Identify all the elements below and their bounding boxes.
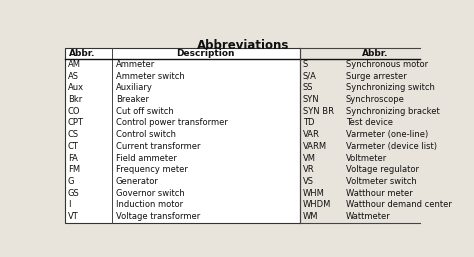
Text: Control power transformer: Control power transformer — [116, 118, 228, 127]
Text: Abbreviations: Abbreviations — [197, 39, 289, 52]
Text: Test device: Test device — [346, 118, 393, 127]
Text: Wattmeter: Wattmeter — [346, 212, 391, 221]
Text: VT: VT — [68, 212, 79, 221]
Text: Surge arrester: Surge arrester — [346, 72, 407, 81]
Text: Field ammeter: Field ammeter — [116, 154, 177, 163]
Text: Watthour demand center: Watthour demand center — [346, 200, 452, 209]
Text: SYN: SYN — [302, 95, 319, 104]
Text: CO: CO — [68, 107, 80, 116]
Text: Frequency meter: Frequency meter — [116, 165, 188, 174]
Text: Synchronous motor: Synchronous motor — [346, 60, 428, 69]
Text: WM: WM — [302, 212, 318, 221]
Text: G: G — [68, 177, 74, 186]
Text: GS: GS — [68, 189, 80, 198]
Text: Description: Description — [176, 49, 235, 58]
Text: Aux: Aux — [68, 83, 84, 92]
Text: Varmeter (device list): Varmeter (device list) — [346, 142, 437, 151]
Text: CS: CS — [68, 130, 79, 139]
Text: Voltmeter: Voltmeter — [346, 154, 387, 163]
Text: Induction motor: Induction motor — [116, 200, 183, 209]
Text: Synchroscope: Synchroscope — [346, 95, 405, 104]
Text: TD: TD — [302, 118, 314, 127]
Text: Current transformer: Current transformer — [116, 142, 201, 151]
Text: Ammeter switch: Ammeter switch — [116, 72, 184, 81]
Text: Control switch: Control switch — [116, 130, 176, 139]
Text: Ammeter: Ammeter — [116, 60, 155, 69]
Text: S/A: S/A — [302, 72, 317, 81]
Text: CT: CT — [68, 142, 79, 151]
Text: AM: AM — [68, 60, 81, 69]
Text: Abbr.: Abbr. — [69, 49, 95, 58]
Text: WHM: WHM — [302, 189, 325, 198]
Text: WHDM: WHDM — [302, 200, 331, 209]
Text: Auxiliary: Auxiliary — [116, 83, 153, 92]
Text: Varmeter (one-line): Varmeter (one-line) — [346, 130, 428, 139]
Text: SYN BR: SYN BR — [302, 107, 334, 116]
Text: SS: SS — [302, 83, 313, 92]
Text: VARM: VARM — [302, 142, 327, 151]
Text: VM: VM — [302, 154, 316, 163]
Text: I: I — [68, 200, 70, 209]
Text: Generator: Generator — [116, 177, 159, 186]
Text: Bkr: Bkr — [68, 95, 82, 104]
Text: VS: VS — [302, 177, 314, 186]
Text: Governor switch: Governor switch — [116, 189, 184, 198]
Text: Synchronizing switch: Synchronizing switch — [346, 83, 435, 92]
Text: Voltmeter switch: Voltmeter switch — [346, 177, 417, 186]
Text: VAR: VAR — [302, 130, 319, 139]
Text: Synchronizing bracket: Synchronizing bracket — [346, 107, 440, 116]
Text: Watthour meter: Watthour meter — [346, 189, 413, 198]
Text: CPT: CPT — [68, 118, 84, 127]
Text: Voltage regulator: Voltage regulator — [346, 165, 419, 174]
Text: Abbr.: Abbr. — [362, 49, 389, 58]
FancyBboxPatch shape — [65, 48, 300, 223]
Text: Voltage transformer: Voltage transformer — [116, 212, 200, 221]
Text: FA: FA — [68, 154, 78, 163]
Text: Breaker: Breaker — [116, 95, 149, 104]
Text: FM: FM — [68, 165, 80, 174]
Text: AS: AS — [68, 72, 79, 81]
Text: S: S — [302, 60, 308, 69]
Text: Cut off switch: Cut off switch — [116, 107, 173, 116]
Text: VR: VR — [302, 165, 314, 174]
